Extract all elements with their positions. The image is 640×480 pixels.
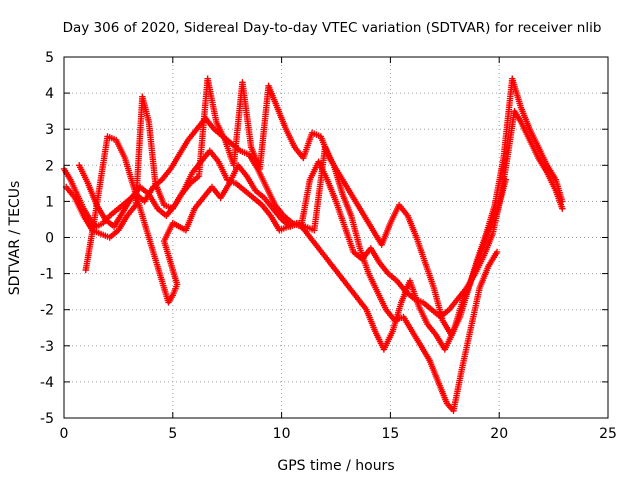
y-tick-label: 0: [45, 231, 54, 247]
y-tick-label: -3: [40, 339, 54, 355]
x-tick-label: 25: [599, 426, 617, 442]
data-point: [559, 198, 566, 205]
data-point: [493, 248, 501, 256]
x-tick-label: 15: [381, 426, 399, 442]
y-tick-label: -2: [40, 303, 54, 319]
x-tick-label: 20: [490, 426, 508, 442]
y-axis-label: SDTVAR / TECUs: [7, 181, 23, 296]
data-point: [502, 176, 509, 183]
series-track-1: [60, 107, 566, 321]
y-tick-label: 5: [45, 50, 54, 66]
series-track-3: [76, 144, 501, 414]
y-tick-label: -5: [40, 411, 54, 427]
y-tick-label: 4: [45, 86, 54, 102]
x-tick-label: 5: [168, 426, 177, 442]
x-tick-label: 10: [273, 426, 291, 442]
chart-title: Day 306 of 2020, Sidereal Day-to-day VTE…: [63, 20, 602, 36]
axis-ticks: 0 5 10 15 20 25 -5 -4 -3 -2 -1 0 1 2 3 4 5: [40, 50, 617, 442]
y-tick-label: 2: [45, 158, 54, 174]
data-point: [559, 205, 566, 212]
data-points: [60, 75, 566, 414]
series-track-4: [82, 133, 509, 353]
y-tick-label: -1: [40, 267, 54, 283]
x-tick-label: 0: [60, 426, 69, 442]
y-tick-label: 3: [45, 122, 54, 138]
y-tick-label: 1: [45, 194, 54, 210]
y-tick-label: -4: [40, 375, 54, 391]
x-axis-label: GPS time / hours: [277, 458, 394, 474]
